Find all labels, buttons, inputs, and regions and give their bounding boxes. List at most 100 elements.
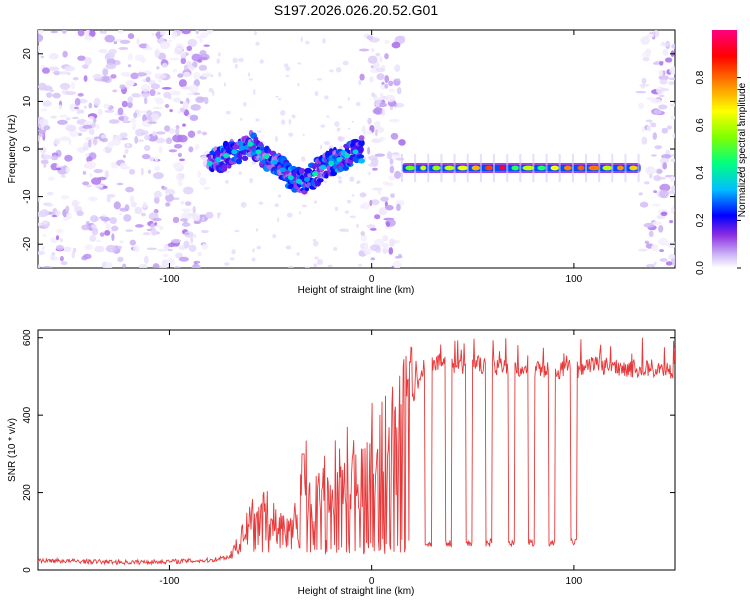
noise-blob: [83, 141, 90, 151]
signal-hotspot: [577, 165, 585, 171]
noise-blob: [65, 205, 70, 213]
signal-blob: [271, 159, 278, 165]
noise-blob: [39, 209, 49, 217]
noise-blob: [172, 97, 182, 103]
noise-blob: [199, 38, 203, 43]
noise-blob: [69, 103, 77, 112]
noise-blob: [50, 115, 57, 119]
signal-hotspot: [485, 165, 493, 171]
noise-blob: [395, 255, 403, 259]
noise-blob: [671, 43, 675, 49]
noise-blob: [249, 177, 253, 184]
signal-spike: [519, 154, 522, 182]
noise-blob: [153, 172, 164, 180]
noise-blob: [248, 78, 254, 81]
noise-blob: [659, 249, 665, 253]
noise-blob: [370, 257, 375, 261]
noise-blob: [238, 171, 243, 175]
noise-blob: [95, 123, 100, 130]
noise-blob: [92, 118, 97, 123]
noise-blob: [672, 133, 675, 139]
noise-blob: [187, 92, 195, 96]
noise-blob: [372, 167, 378, 171]
noise-blob: [257, 130, 262, 133]
noise-blob: [182, 101, 189, 110]
noise-blob: [660, 211, 668, 216]
noise-blob: [112, 89, 118, 93]
noise-blob: [176, 172, 185, 182]
noise-blob: [218, 72, 222, 78]
signal-blob: [263, 154, 270, 160]
noise-blob: [131, 122, 136, 131]
signal-blob: [336, 157, 343, 162]
noise-blob: [52, 92, 61, 99]
noise-blob: [119, 240, 124, 244]
noise-blob: [255, 118, 260, 122]
x-tick-label: -100: [159, 576, 179, 587]
noise-blob: [141, 92, 150, 98]
noise-blob: [119, 212, 123, 216]
noise-blob: [55, 210, 61, 217]
noise-blob: [369, 227, 377, 231]
noise-blob: [297, 62, 302, 65]
noise-blob: [119, 39, 131, 45]
noise-blob: [113, 41, 118, 45]
noise-blob: [382, 181, 390, 186]
noise-blob: [43, 219, 48, 225]
noise-blob: [83, 120, 93, 126]
y-tick-label: -10: [22, 189, 33, 204]
noise-blob: [668, 77, 675, 81]
noise-blob: [40, 108, 48, 112]
signal-blob: [253, 136, 259, 142]
noise-blob: [247, 72, 251, 77]
noise-blob: [99, 30, 107, 34]
noise-blob: [168, 95, 172, 100]
noise-blob: [165, 193, 170, 196]
signal-hotspot: [511, 165, 519, 171]
noise-blob: [38, 196, 41, 202]
noise-blob: [170, 90, 182, 96]
noise-blob: [89, 234, 97, 242]
noise-blob: [317, 259, 323, 265]
noise-blob: [180, 200, 185, 205]
noise-blob: [396, 203, 401, 211]
noise-blob: [334, 121, 340, 127]
noise-blob: [91, 177, 102, 185]
noise-blob: [185, 201, 192, 207]
noise-blob: [378, 102, 387, 108]
noise-blob: [184, 232, 190, 236]
noise-blob: [392, 260, 402, 268]
noise-blob: [272, 234, 277, 239]
noise-blob: [150, 83, 160, 90]
signal-blob: [235, 158, 243, 165]
noise-blob: [147, 121, 157, 124]
noise-blob: [344, 210, 350, 214]
noise-blob: [120, 71, 131, 77]
noise-blob: [637, 102, 645, 110]
noise-blob: [659, 157, 669, 164]
noise-blob: [234, 229, 240, 233]
noise-blob: [161, 185, 165, 189]
noise-blob: [349, 176, 355, 182]
noise-blob: [388, 88, 396, 93]
noise-blob: [128, 168, 136, 175]
noise-blob: [124, 204, 130, 212]
noise-blob: [356, 101, 361, 107]
noise-blob: [374, 214, 381, 220]
noise-blob: [155, 131, 166, 135]
noise-blob: [159, 31, 167, 36]
noise-blob: [277, 194, 282, 198]
noise-blob: [324, 95, 329, 100]
noise-blob: [88, 197, 98, 201]
signal-spike: [493, 154, 495, 182]
signal-blob: [247, 141, 254, 147]
noise-blob: [156, 31, 161, 40]
noise-blob: [84, 244, 93, 250]
noise-blob: [119, 132, 128, 138]
noise-blob: [168, 149, 178, 153]
noise-blob: [386, 221, 390, 227]
noise-blob: [381, 108, 386, 117]
noise-blob: [396, 87, 402, 95]
noise-blob: [205, 211, 214, 219]
noise-blob: [389, 158, 394, 165]
